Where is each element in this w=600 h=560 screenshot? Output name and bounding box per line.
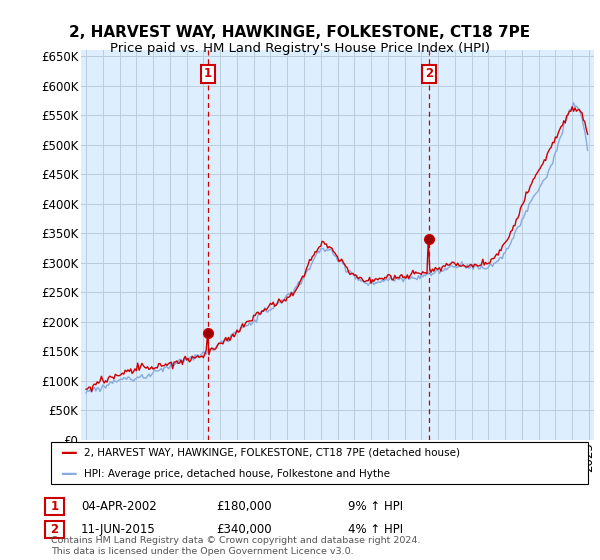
Text: Contains HM Land Registry data © Crown copyright and database right 2024.
This d: Contains HM Land Registry data © Crown c… [51, 536, 421, 556]
Text: £180,000: £180,000 [216, 500, 272, 514]
Text: 2: 2 [50, 522, 59, 536]
Text: Price paid vs. HM Land Registry's House Price Index (HPI): Price paid vs. HM Land Registry's House … [110, 42, 490, 55]
Text: 4% ↑ HPI: 4% ↑ HPI [348, 522, 403, 536]
Text: £340,000: £340,000 [216, 522, 272, 536]
Text: 2, HARVEST WAY, HAWKINGE, FOLKESTONE, CT18 7PE (detached house): 2, HARVEST WAY, HAWKINGE, FOLKESTONE, CT… [84, 448, 460, 458]
Text: 9% ↑ HPI: 9% ↑ HPI [348, 500, 403, 514]
Text: —: — [60, 444, 77, 462]
Text: 2, HARVEST WAY, HAWKINGE, FOLKESTONE, CT18 7PE: 2, HARVEST WAY, HAWKINGE, FOLKESTONE, CT… [70, 25, 530, 40]
Text: 1: 1 [50, 500, 59, 514]
Text: HPI: Average price, detached house, Folkestone and Hythe: HPI: Average price, detached house, Folk… [84, 469, 390, 479]
Text: 11-JUN-2015: 11-JUN-2015 [81, 522, 156, 536]
Text: —: — [60, 465, 77, 483]
Text: 2: 2 [425, 68, 433, 81]
Text: 04-APR-2002: 04-APR-2002 [81, 500, 157, 514]
Text: 1: 1 [203, 68, 212, 81]
